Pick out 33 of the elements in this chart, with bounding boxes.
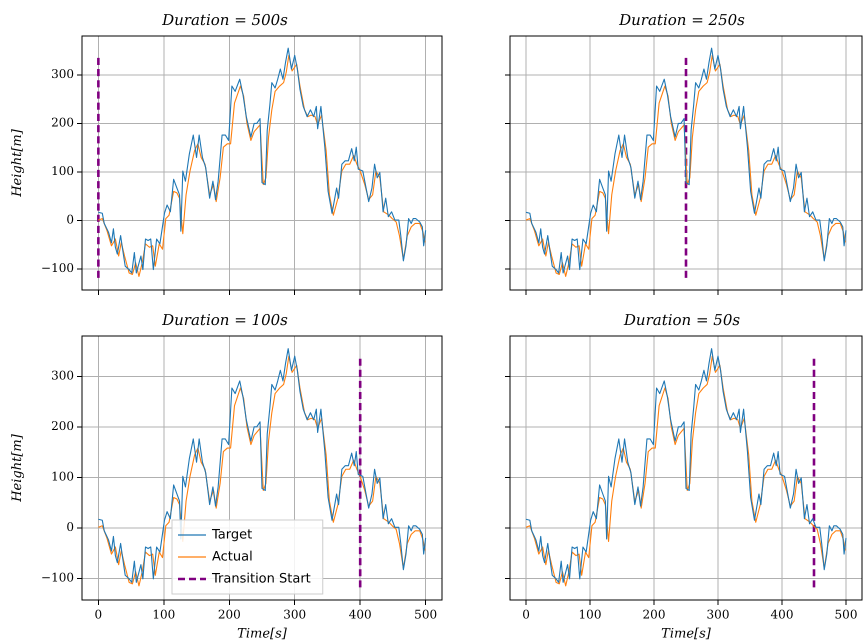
y-tick-label: 300: [51, 66, 74, 81]
x-tick-label: 400: [348, 607, 372, 622]
y-tick-label: 0: [66, 212, 74, 227]
y-tick-label: 100: [51, 164, 74, 178]
chart-title: Duration = 100s: [161, 310, 288, 329]
chart-title: Duration = 500s: [161, 10, 288, 29]
y-axis-title: Height[m]: [10, 433, 26, 503]
chart-title: Duration = 250s: [618, 10, 746, 29]
x-tick-label: 400: [770, 607, 794, 622]
y-tick-label: 300: [51, 368, 74, 383]
x-tick-label: 300: [283, 607, 306, 622]
legend-label: Target: [211, 527, 252, 542]
y-tick-label: −100: [41, 261, 74, 276]
x-tick-label: 100: [152, 607, 176, 622]
y-tick-label: 200: [51, 418, 74, 433]
y-tick-label: 200: [51, 116, 74, 130]
legend-label: Transition Start: [211, 571, 311, 586]
x-tick-label: 500: [414, 607, 438, 622]
y-tick-label: 0: [66, 520, 74, 534]
x-tick-label: 0: [522, 607, 530, 622]
x-axis-title: Time[s]: [661, 626, 712, 642]
x-tick-label: 100: [578, 607, 602, 622]
y-tick-label: 100: [51, 469, 74, 484]
y-axis-title: Height[m]: [10, 128, 26, 198]
chart-title: Duration = 50s: [622, 310, 740, 329]
x-axis-title: Time[s]: [237, 626, 288, 642]
x-tick-label: 200: [642, 607, 666, 622]
y-tick-label: −100: [41, 570, 74, 584]
x-tick-label: 500: [834, 607, 858, 622]
legend-label: Actual: [212, 549, 253, 564]
x-tick-label: 200: [218, 607, 241, 622]
x-tick-label: 300: [706, 607, 730, 622]
x-tick-label: 0: [94, 607, 102, 622]
